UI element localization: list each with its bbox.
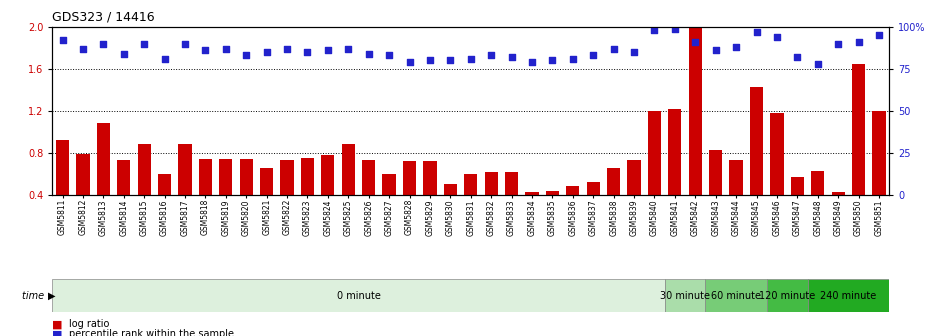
Point	[157, 56, 172, 61]
Bar	[362, 160, 376, 195]
Bar	[403, 161, 417, 195]
Bar	[729, 160, 743, 195]
Point	[218, 46, 233, 51]
Bar	[117, 160, 130, 195]
Text: time: time	[22, 291, 48, 301]
Bar	[281, 160, 294, 195]
Point	[75, 46, 90, 51]
Point	[586, 53, 601, 58]
Bar	[525, 192, 538, 195]
Point	[198, 48, 213, 53]
Bar	[665, 279, 706, 312]
Bar	[341, 144, 355, 195]
Point	[443, 58, 458, 63]
Bar	[811, 171, 825, 195]
Bar	[321, 155, 335, 195]
Text: ■: ■	[52, 319, 63, 329]
Text: 240 minute: 240 minute	[820, 291, 877, 301]
Text: GDS323 / 14416: GDS323 / 14416	[52, 10, 155, 23]
Point	[606, 46, 621, 51]
Bar	[423, 161, 437, 195]
Bar	[158, 174, 171, 195]
Point	[830, 41, 845, 46]
Bar	[179, 144, 191, 195]
Point	[320, 48, 336, 53]
Bar	[52, 279, 665, 312]
Text: 30 minute: 30 minute	[660, 291, 710, 301]
Bar	[76, 154, 89, 195]
Point	[789, 54, 805, 60]
Bar	[566, 186, 579, 195]
Bar	[831, 192, 844, 195]
Bar	[138, 144, 151, 195]
Point	[810, 61, 825, 67]
Point	[483, 53, 498, 58]
Point	[504, 54, 519, 60]
Bar	[444, 184, 457, 195]
Bar	[689, 28, 702, 195]
Text: percentile rank within the sample: percentile rank within the sample	[69, 329, 235, 336]
Bar	[219, 159, 232, 195]
Bar	[546, 191, 559, 195]
Text: log ratio: log ratio	[69, 319, 109, 329]
Bar	[464, 174, 477, 195]
Point	[565, 56, 580, 61]
Point	[239, 53, 254, 58]
Bar	[56, 140, 69, 195]
Point	[280, 46, 295, 51]
Point	[463, 56, 478, 61]
Point	[545, 58, 560, 63]
Point	[851, 39, 866, 45]
Point	[708, 48, 724, 53]
Point	[178, 41, 193, 46]
Bar	[382, 174, 396, 195]
Point	[402, 59, 417, 65]
Bar	[505, 172, 518, 195]
Point	[340, 46, 356, 51]
Text: 60 minute: 60 minute	[711, 291, 761, 301]
Bar	[484, 172, 497, 195]
Point	[137, 41, 152, 46]
Bar	[709, 150, 723, 195]
Bar	[628, 160, 641, 195]
Point	[116, 51, 131, 56]
Bar	[199, 159, 212, 195]
Bar	[770, 113, 784, 195]
Point	[688, 39, 703, 45]
Point	[748, 29, 764, 35]
Bar	[97, 124, 110, 195]
Point	[300, 49, 315, 55]
Point	[769, 34, 785, 40]
Point	[361, 51, 377, 56]
Point	[381, 53, 397, 58]
Point	[627, 49, 642, 55]
Text: ▶: ▶	[48, 291, 55, 301]
Bar	[767, 279, 807, 312]
Bar	[587, 182, 600, 195]
Point	[259, 49, 274, 55]
Bar	[240, 159, 253, 195]
Text: 0 minute: 0 minute	[337, 291, 380, 301]
Bar	[706, 279, 767, 312]
Bar	[790, 177, 804, 195]
Bar	[669, 109, 682, 195]
Point	[871, 33, 886, 38]
Point	[647, 28, 662, 33]
Bar	[750, 87, 763, 195]
Point	[728, 44, 744, 50]
Bar	[807, 279, 889, 312]
Point	[96, 41, 111, 46]
Point	[422, 58, 437, 63]
Point	[55, 38, 70, 43]
Text: 120 minute: 120 minute	[759, 291, 815, 301]
Bar	[260, 168, 273, 195]
Text: ■: ■	[52, 329, 63, 336]
Bar	[301, 158, 314, 195]
Point	[524, 59, 539, 65]
Point	[668, 26, 683, 31]
Bar	[607, 168, 620, 195]
Bar	[852, 64, 865, 195]
Bar	[648, 111, 661, 195]
Bar	[872, 111, 885, 195]
